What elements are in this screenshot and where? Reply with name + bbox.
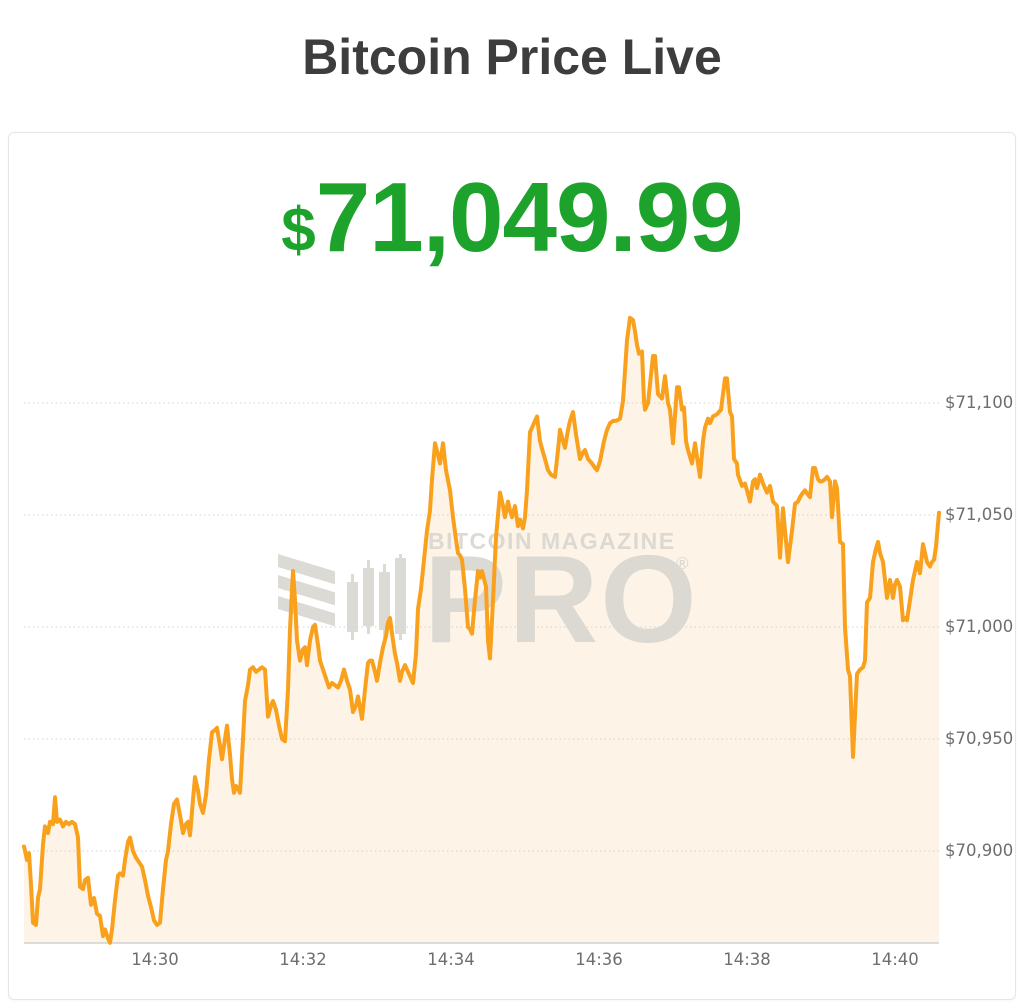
currency-symbol: $ (281, 196, 316, 265)
x-axis-label: 14:34 (427, 950, 475, 969)
x-axis-label: 14:40 (871, 950, 919, 969)
x-axis-label: 14:32 (279, 950, 327, 969)
y-axis-label: $71,000 (945, 617, 1014, 636)
y-axis-label: $71,050 (945, 505, 1014, 524)
x-axis-label: 14:30 (131, 950, 179, 969)
price-value: 71,049.99 (315, 162, 744, 272)
x-axis-label: 14:38 (723, 950, 771, 969)
y-axis-label: $70,950 (945, 729, 1014, 748)
page-title: Bitcoin Price Live (302, 29, 722, 85)
price-display: $71,049.99 (0, 168, 1024, 266)
y-axis-label: $71,100 (945, 393, 1014, 412)
y-axis-label: $70,900 (945, 841, 1014, 860)
x-axis-label: 14:36 (575, 950, 623, 969)
